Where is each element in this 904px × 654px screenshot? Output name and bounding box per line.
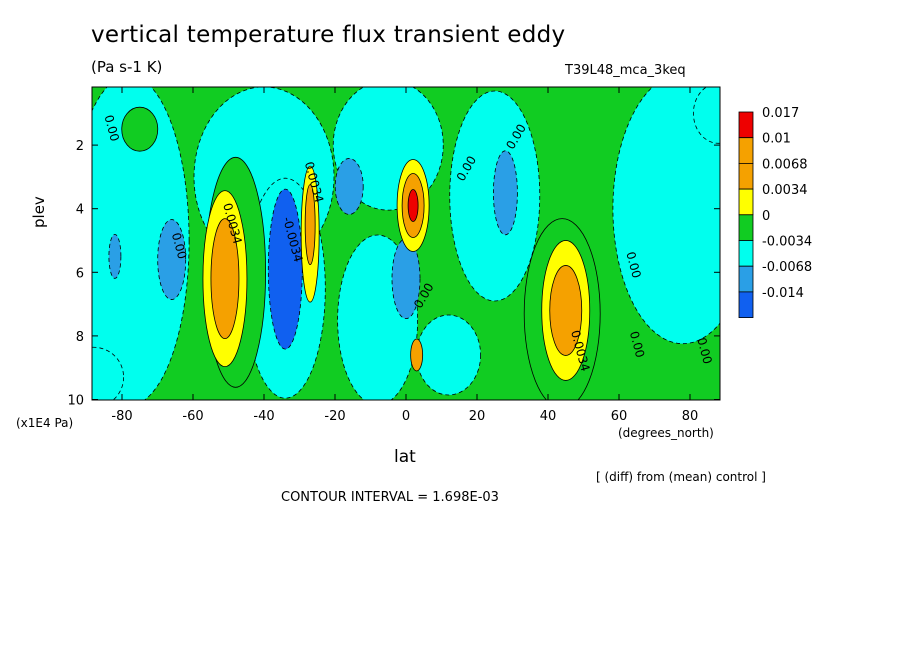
y-tick-label: 10 [67, 394, 84, 409]
positive-orange-3 [549, 265, 583, 356]
legend-swatch [738, 188, 754, 216]
contour-interval: CONTOUR INTERVAL = 1.698E-03 [281, 490, 499, 505]
legend-label: 0 [762, 209, 770, 224]
positive-orange-0 [210, 218, 240, 340]
x-tick-label: -60 [182, 409, 203, 424]
diff-note: [ (diff) from (mean) control ] [596, 470, 766, 484]
y-tick-label: 4 [76, 203, 84, 218]
positive-orange-1 [304, 184, 316, 266]
legend-label: -0.0068 [762, 260, 812, 275]
cyan-region-nh-low [416, 314, 482, 396]
cyan-region-nh-polar [612, 87, 720, 345]
positive-red-2 [407, 189, 419, 222]
positive-small-core [410, 338, 424, 372]
run-label: T39L48_mca_3keq [565, 63, 686, 78]
legend-label: -0.014 [762, 286, 804, 301]
x-tick-label: -40 [253, 409, 274, 424]
legend-swatch [738, 265, 754, 293]
x-axis-unit: (degrees_north) [618, 426, 714, 440]
negative-core-4 [492, 150, 518, 236]
x-tick-label: 60 [611, 409, 628, 424]
y-tick-label: 2 [76, 139, 84, 154]
contour-label: 0.00 [694, 336, 714, 365]
contour-label: 0.00 [101, 113, 121, 142]
legend-swatch [738, 214, 754, 241]
cyan-region-sh-corner [92, 346, 124, 400]
cyan-region-nh-top [693, 87, 720, 144]
legend-swatch [738, 162, 754, 190]
green-island [121, 106, 159, 152]
legend-label: -0.0034 [762, 235, 812, 250]
x-tick-label: 80 [682, 409, 699, 424]
legend-swatch [738, 111, 754, 139]
contour-field: 0.000.000.0034 -0.00340.00340.000.000.000… [92, 87, 720, 400]
x-tick-label: 40 [540, 409, 557, 424]
legend-label: 0.017 [762, 106, 799, 121]
legend-swatch [738, 291, 754, 318]
legend-label: 0.01 [762, 132, 791, 147]
x-tick-label: -80 [111, 409, 132, 424]
contour-label: 0.00 [623, 250, 643, 279]
legend-label: 0.0034 [762, 183, 808, 198]
y-tick-label: 6 [76, 266, 84, 281]
y-axis-unit: (x1E4 Pa) [16, 416, 74, 430]
cyan-region-sh-polar [92, 87, 190, 400]
x-tick-label: 0 [402, 409, 410, 424]
x-tick-label: 20 [469, 409, 486, 424]
x-axis-label: lat [394, 447, 416, 467]
negative-core-0 [267, 188, 303, 350]
legend-swatch [738, 240, 754, 267]
chart-title: vertical temperature flux transient eddy [91, 22, 566, 48]
legend-swatch [738, 137, 754, 164]
negative-core-5 [108, 233, 122, 279]
chart-units: (Pa s-1 K) [91, 58, 163, 76]
y-tick-label: 8 [76, 330, 84, 345]
x-tick-label: -20 [324, 409, 345, 424]
negative-core-2 [334, 158, 364, 215]
legend-label: 0.0068 [762, 157, 808, 172]
contour-label: 0.00 [169, 231, 189, 260]
contour-label: 0.00 [627, 330, 647, 359]
negative-core-1 [157, 219, 187, 300]
